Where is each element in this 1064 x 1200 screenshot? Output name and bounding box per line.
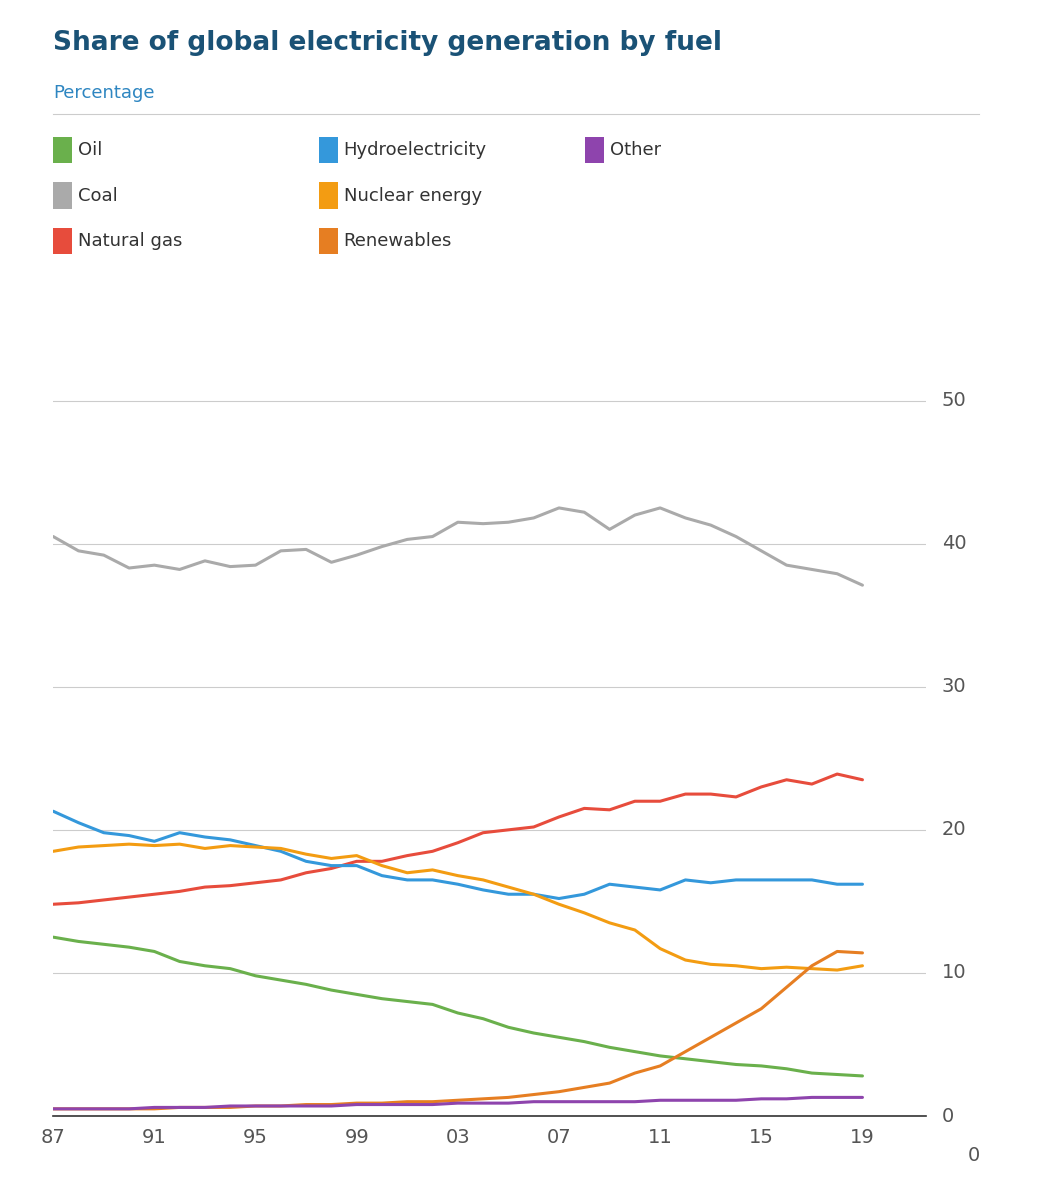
Text: Oil: Oil (78, 140, 102, 158)
Text: 50: 50 (942, 391, 966, 410)
Text: 10: 10 (942, 964, 966, 983)
Text: Percentage: Percentage (53, 84, 154, 102)
Text: Coal: Coal (78, 186, 117, 204)
Text: Share of global electricity generation by fuel: Share of global electricity generation b… (53, 30, 722, 56)
Text: 20: 20 (942, 821, 966, 839)
Text: Hydroelectricity: Hydroelectricity (344, 140, 487, 158)
Text: Other: Other (610, 140, 661, 158)
Text: 0: 0 (942, 1106, 954, 1126)
Text: 30: 30 (942, 677, 966, 696)
Text: 40: 40 (942, 534, 966, 553)
Text: Natural gas: Natural gas (78, 232, 182, 250)
Text: Renewables: Renewables (344, 232, 452, 250)
Text: Nuclear energy: Nuclear energy (344, 186, 482, 204)
Text: 0: 0 (967, 1146, 980, 1165)
